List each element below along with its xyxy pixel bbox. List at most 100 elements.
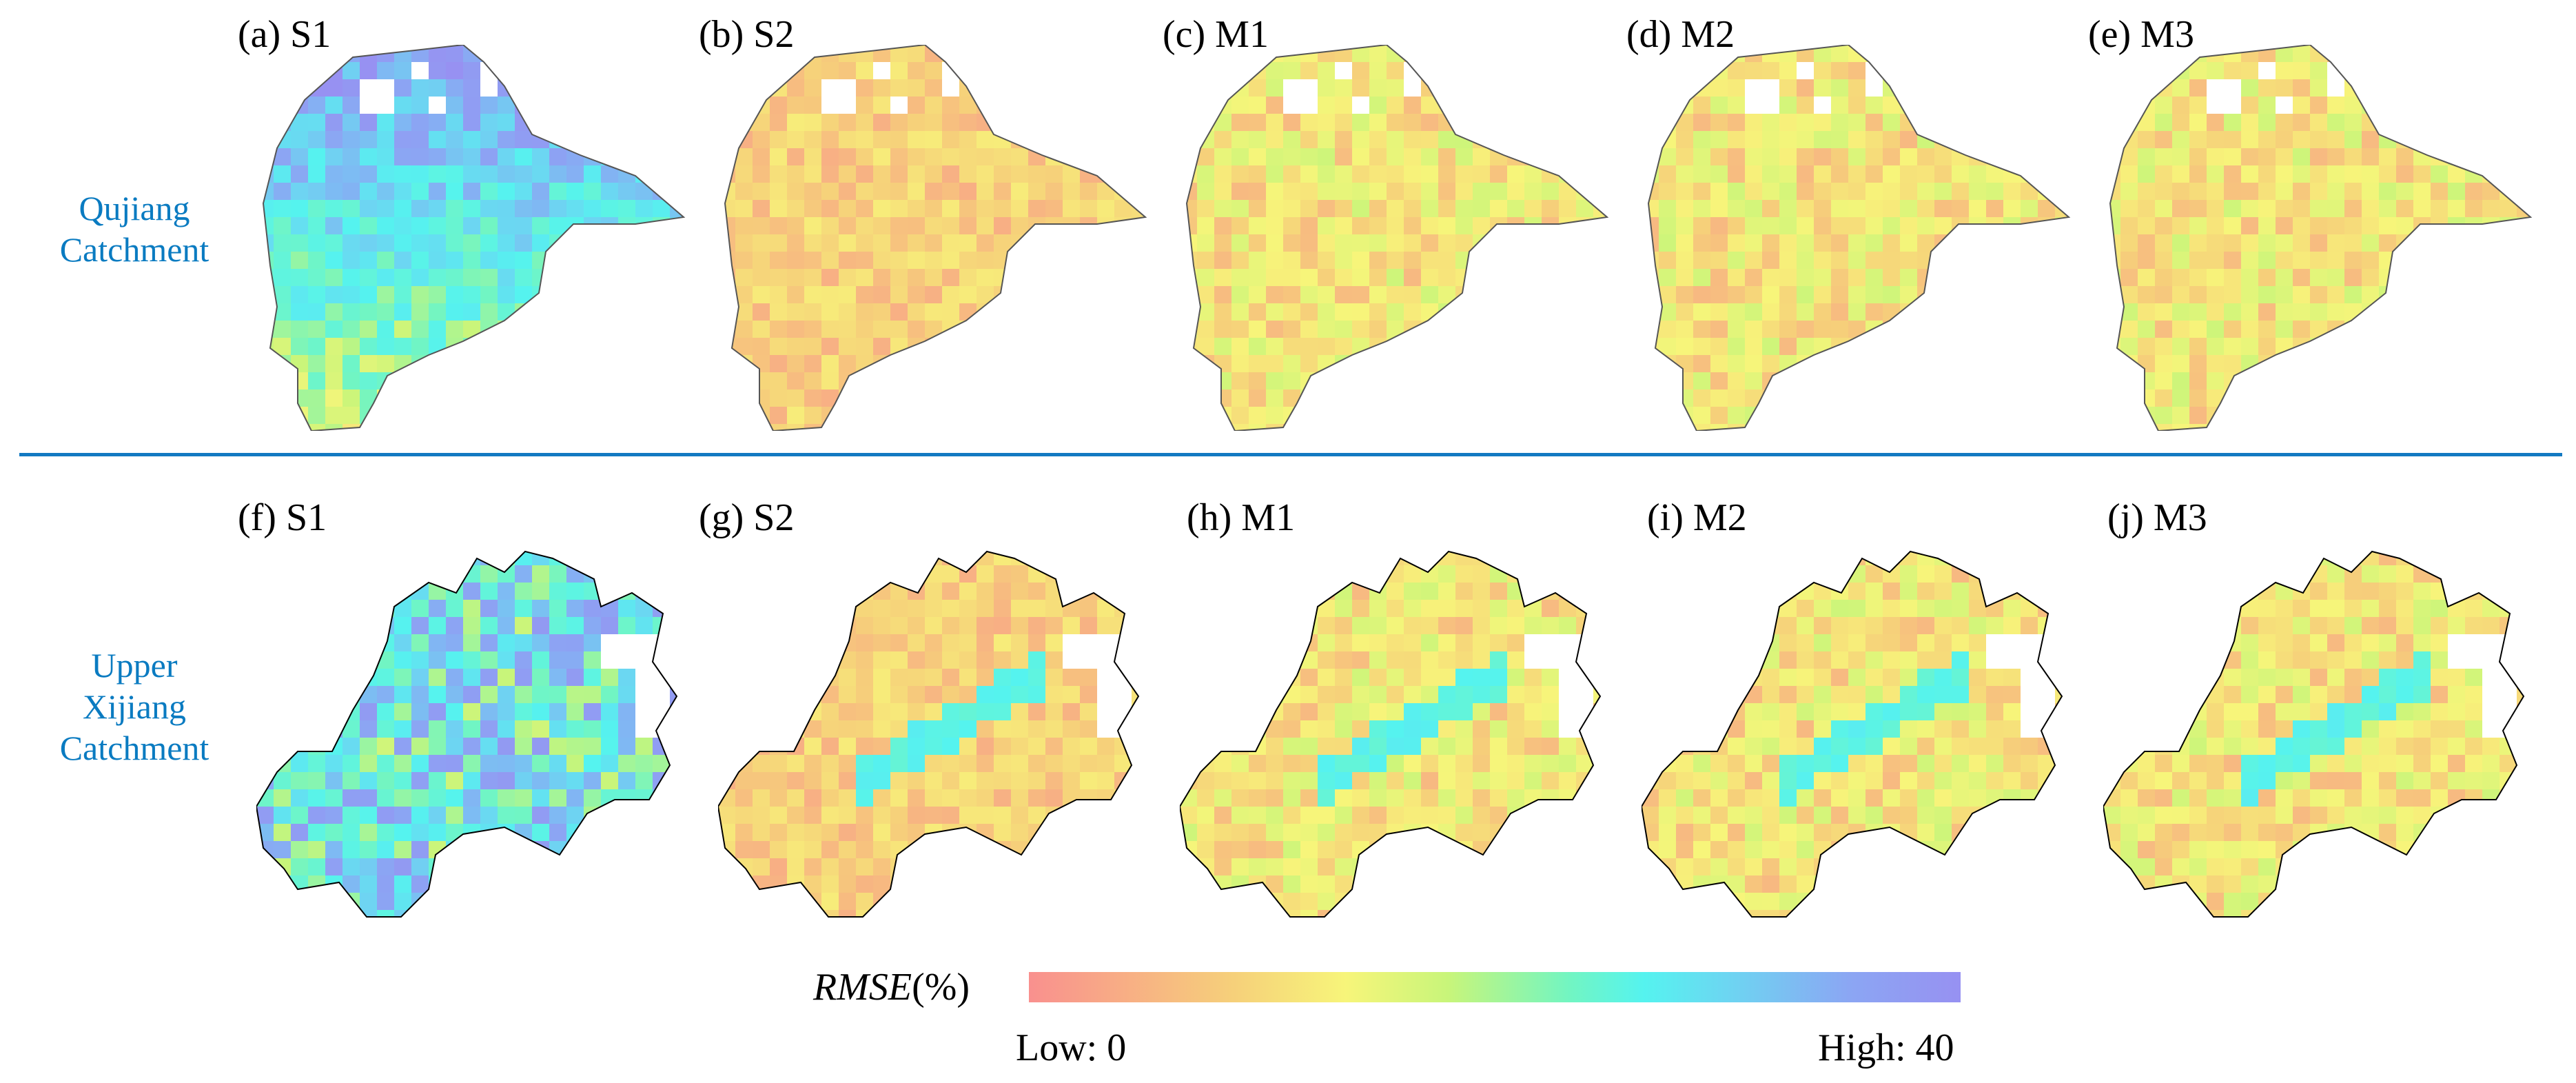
raster-cell [274,551,292,566]
raster-cell [566,772,584,790]
raster-cell [942,824,960,842]
raster-cell [635,755,653,773]
raster-cell [2310,97,2328,114]
raster-cell [429,355,447,373]
raster-cell [908,148,926,166]
raster-cell [360,131,378,149]
raster-cell [635,703,653,721]
raster-cell [2362,62,2380,80]
raster-cell [1214,893,1232,911]
raster-cell [2155,321,2173,338]
raster-cell [2072,148,2076,166]
raster-cell [463,114,481,132]
raster-cell [1283,703,1301,721]
raster-cell [1473,165,1491,183]
raster-cell [480,531,498,549]
raster-cell [2021,565,2038,583]
raster-cell [1063,583,1081,600]
raster-cell [532,217,550,235]
raster-cell [2055,165,2069,183]
raster-cell [890,531,908,549]
raster-cell [1045,531,1063,549]
raster-cell [1249,200,1267,218]
raster-cell [770,772,788,790]
raster-cell [687,338,691,356]
raster-cell [291,234,309,252]
raster-cell [1659,551,1677,566]
raster-cell [256,617,274,635]
raster-cell [394,720,412,738]
raster-cell [753,338,770,356]
raster-cell [1648,62,1659,80]
raster-cell [1369,424,1387,431]
raster-cell [1404,634,1422,652]
raster-cell [2003,252,2021,270]
raster-cell [1559,720,1577,738]
raster-cell [925,755,943,773]
raster-cell [1011,720,1029,738]
raster-cell [653,62,671,80]
raster-cell [263,131,274,149]
raster-cell [2110,165,2121,183]
raster-cell [2413,183,2431,201]
raster-cell [687,303,691,321]
raster-cell [601,927,619,931]
raster-cell [601,686,619,704]
raster-cell [1149,651,1152,669]
raster-cell [1648,148,1659,166]
raster-cell [2189,407,2207,425]
raster-cell [1917,389,1935,407]
raster-cell [1011,424,1029,431]
raster-cell [377,148,395,166]
raster-cell [1455,755,1473,773]
raster-cell [908,772,926,790]
raster-cell [274,669,292,687]
raster-cell [360,893,378,911]
raster-cell [1387,807,1404,824]
raster-cell [856,217,874,235]
raster-cell [1114,269,1132,287]
raster-cell [1576,389,1594,407]
raster-cell [1559,893,1577,911]
raster-cell [325,217,343,235]
raster-cell [1986,269,2004,287]
raster-cell [291,686,309,704]
raster-cell [1266,79,1284,97]
raster-cell [429,651,447,669]
raster-cell [1097,772,1115,790]
raster-cell [804,45,822,63]
raster-cell [873,372,891,390]
raster-cell [515,720,533,738]
raster-cell [725,286,736,304]
raster-cell [670,321,684,338]
raster-cell [1814,355,1832,373]
raster-cell [1969,131,1987,149]
raster-cell [1814,252,1832,270]
raster-cell [1865,286,1883,304]
raster-cell [1132,338,1145,356]
raster-cell [549,703,567,721]
raster-cell [1455,875,1473,893]
raster-cell [908,551,926,566]
raster-cell [1952,286,1970,304]
raster-cell [1490,789,1508,807]
raster-cell [1011,634,1029,652]
raster-cell [463,600,481,618]
panel-label-f: (f) S1 [238,496,327,539]
raster-cell [2517,407,2531,425]
raster-cell [1710,62,1728,80]
raster-cell [1917,252,1935,270]
raster-cell [2003,183,2021,201]
raster-cell [1559,910,1577,917]
raster-cell [1114,686,1132,704]
raster-cell [1728,565,1746,583]
raster-cell [1593,372,1607,390]
raster-cell [2276,131,2293,149]
raster-cell [1080,551,1098,566]
raster-cell [1934,321,1952,338]
raster-cell [1318,303,1336,321]
raster-cell [463,583,481,600]
raster-cell [1524,303,1542,321]
raster-cell [1231,148,1249,166]
raster-cell [2413,372,2431,390]
